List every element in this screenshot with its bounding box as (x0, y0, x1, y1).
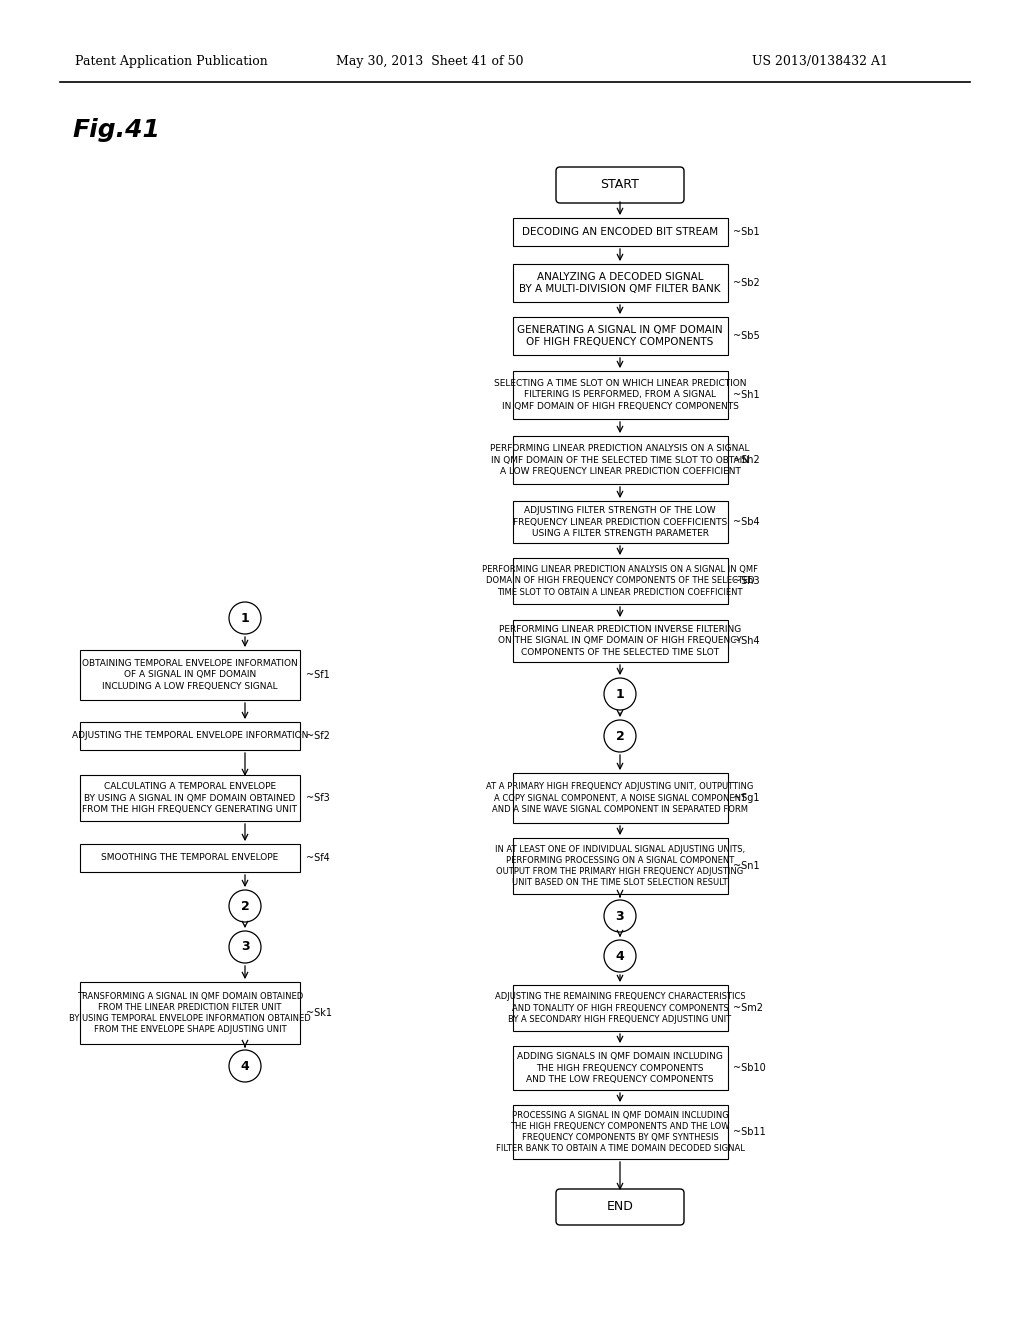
Circle shape (604, 719, 636, 752)
Text: ~Sf4: ~Sf4 (306, 853, 330, 863)
Text: ~Sb2: ~Sb2 (733, 279, 760, 288)
Text: ~Sf2: ~Sf2 (306, 731, 330, 741)
Text: ~Sh1: ~Sh1 (733, 389, 760, 400)
Text: ~Sb4: ~Sb4 (733, 517, 760, 527)
Bar (512, 436, 727, 484)
Bar (512, 502, 727, 543)
Text: 4: 4 (615, 949, 625, 962)
Bar (512, 985, 727, 1031)
Circle shape (604, 940, 636, 972)
Text: PERFORMING LINEAR PREDICTION ANALYSIS ON A SIGNAL IN QMF
DOMAIN OF HIGH FREQUENC: PERFORMING LINEAR PREDICTION ANALYSIS ON… (482, 565, 758, 597)
Text: SMOOTHING THE TEMPORAL ENVELOPE: SMOOTHING THE TEMPORAL ENVELOPE (101, 854, 279, 862)
Text: ~Sh4: ~Sh4 (733, 636, 760, 645)
Text: PERFORMING LINEAR PREDICTION ANALYSIS ON A SIGNAL
IN QMF DOMAIN OF THE SELECTED : PERFORMING LINEAR PREDICTION ANALYSIS ON… (490, 445, 750, 475)
Bar (512, 371, 727, 418)
Text: ~Sh3: ~Sh3 (733, 576, 760, 586)
Text: 1: 1 (615, 688, 625, 701)
Text: 4: 4 (241, 1060, 250, 1072)
Text: ~Sb1: ~Sb1 (733, 227, 760, 238)
Bar (512, 218, 727, 246)
Bar (512, 264, 727, 302)
Text: CALCULATING A TEMPORAL ENVELOPE
BY USING A SIGNAL IN QMF DOMAIN OBTAINED
FROM TH: CALCULATING A TEMPORAL ENVELOPE BY USING… (83, 783, 298, 813)
Bar (80, 722, 300, 750)
Text: IN AT LEAST ONE OF INDIVIDUAL SIGNAL ADJUSTING UNITS,
PERFORMING PROCESSING ON A: IN AT LEAST ONE OF INDIVIDUAL SIGNAL ADJ… (495, 845, 745, 887)
Text: ADJUSTING FILTER STRENGTH OF THE LOW
FREQUENCY LINEAR PREDICTION COEFFICIENTS
US: ADJUSTING FILTER STRENGTH OF THE LOW FRE… (513, 507, 727, 537)
Text: ~Sk1: ~Sk1 (306, 1008, 332, 1018)
Text: START: START (600, 178, 639, 191)
Bar (512, 1045, 727, 1090)
Text: 1: 1 (241, 611, 250, 624)
Text: ~Sb5: ~Sb5 (733, 331, 760, 341)
FancyBboxPatch shape (556, 168, 684, 203)
Text: PROCESSING A SIGNAL IN QMF DOMAIN INCLUDING
THE HIGH FREQUENCY COMPONENTS AND TH: PROCESSING A SIGNAL IN QMF DOMAIN INCLUD… (496, 1111, 744, 1154)
Text: 3: 3 (241, 940, 249, 953)
Text: ~Sn1: ~Sn1 (733, 861, 760, 871)
Circle shape (604, 900, 636, 932)
Text: Patent Application Publication: Patent Application Publication (75, 55, 267, 69)
Text: 2: 2 (241, 899, 250, 912)
Bar (512, 317, 727, 355)
Text: 2: 2 (615, 730, 625, 742)
Text: ADJUSTING THE TEMPORAL ENVELOPE INFORMATION: ADJUSTING THE TEMPORAL ENVELOPE INFORMAT… (72, 731, 308, 741)
Circle shape (229, 1049, 261, 1082)
Bar (512, 620, 727, 663)
Text: SELECTING A TIME SLOT ON WHICH LINEAR PREDICTION
FILTERING IS PERFORMED, FROM A : SELECTING A TIME SLOT ON WHICH LINEAR PR… (494, 379, 746, 411)
Text: ~Sg1: ~Sg1 (733, 793, 760, 803)
Text: OBTAINING TEMPORAL ENVELOPE INFORMATION
OF A SIGNAL IN QMF DOMAIN
INCLUDING A LO: OBTAINING TEMPORAL ENVELOPE INFORMATION … (82, 660, 298, 690)
Text: 3: 3 (615, 909, 625, 923)
Bar (512, 774, 727, 822)
Text: TRANSFORMING A SIGNAL IN QMF DOMAIN OBTAINED
FROM THE LINEAR PREDICTION FILTER U: TRANSFORMING A SIGNAL IN QMF DOMAIN OBTA… (70, 991, 311, 1034)
Text: ADJUSTING THE REMAINING FREQUENCY CHARACTERISTICS
AND TONALITY OF HIGH FREQUENCY: ADJUSTING THE REMAINING FREQUENCY CHARAC… (495, 993, 745, 1023)
Text: ~Sf3: ~Sf3 (306, 793, 330, 803)
Text: ~Sm2: ~Sm2 (733, 1003, 764, 1012)
Bar (80, 649, 300, 700)
Text: ~Sb10: ~Sb10 (733, 1063, 766, 1073)
Bar (80, 775, 300, 821)
Circle shape (229, 890, 261, 921)
Text: ADDING SIGNALS IN QMF DOMAIN INCLUDING
THE HIGH FREQUENCY COMPONENTS
AND THE LOW: ADDING SIGNALS IN QMF DOMAIN INCLUDING T… (517, 1052, 723, 1084)
Text: PERFORMING LINEAR PREDICTION INVERSE FILTERING
ON THE SIGNAL IN QMF DOMAIN OF HI: PERFORMING LINEAR PREDICTION INVERSE FIL… (498, 626, 741, 656)
Bar (512, 558, 727, 605)
Circle shape (229, 931, 261, 964)
Text: END: END (606, 1200, 634, 1213)
Text: May 30, 2013  Sheet 41 of 50: May 30, 2013 Sheet 41 of 50 (336, 55, 523, 69)
Bar (80, 982, 300, 1044)
Bar (512, 1105, 727, 1159)
Text: US 2013/0138432 A1: US 2013/0138432 A1 (752, 55, 888, 69)
Text: ANALYZING A DECODED SIGNAL
BY A MULTI-DIVISION QMF FILTER BANK: ANALYZING A DECODED SIGNAL BY A MULTI-DI… (519, 272, 721, 294)
Bar (80, 843, 300, 873)
Text: ~Sb11: ~Sb11 (733, 1127, 766, 1137)
Text: Fig.41: Fig.41 (72, 117, 160, 143)
Text: ~Sf1: ~Sf1 (306, 671, 330, 680)
FancyBboxPatch shape (556, 1189, 684, 1225)
Text: GENERATING A SIGNAL IN QMF DOMAIN
OF HIGH FREQUENCY COMPONENTS: GENERATING A SIGNAL IN QMF DOMAIN OF HIG… (517, 325, 723, 347)
Circle shape (229, 602, 261, 634)
Text: AT A PRIMARY HIGH FREQUENCY ADJUSTING UNIT, OUTPUTTING
A COPY SIGNAL COMPONENT, : AT A PRIMARY HIGH FREQUENCY ADJUSTING UN… (486, 783, 754, 813)
Text: ~Sh2: ~Sh2 (733, 455, 760, 465)
Circle shape (604, 678, 636, 710)
Text: DECODING AN ENCODED BIT STREAM: DECODING AN ENCODED BIT STREAM (522, 227, 718, 238)
Bar (512, 838, 727, 894)
